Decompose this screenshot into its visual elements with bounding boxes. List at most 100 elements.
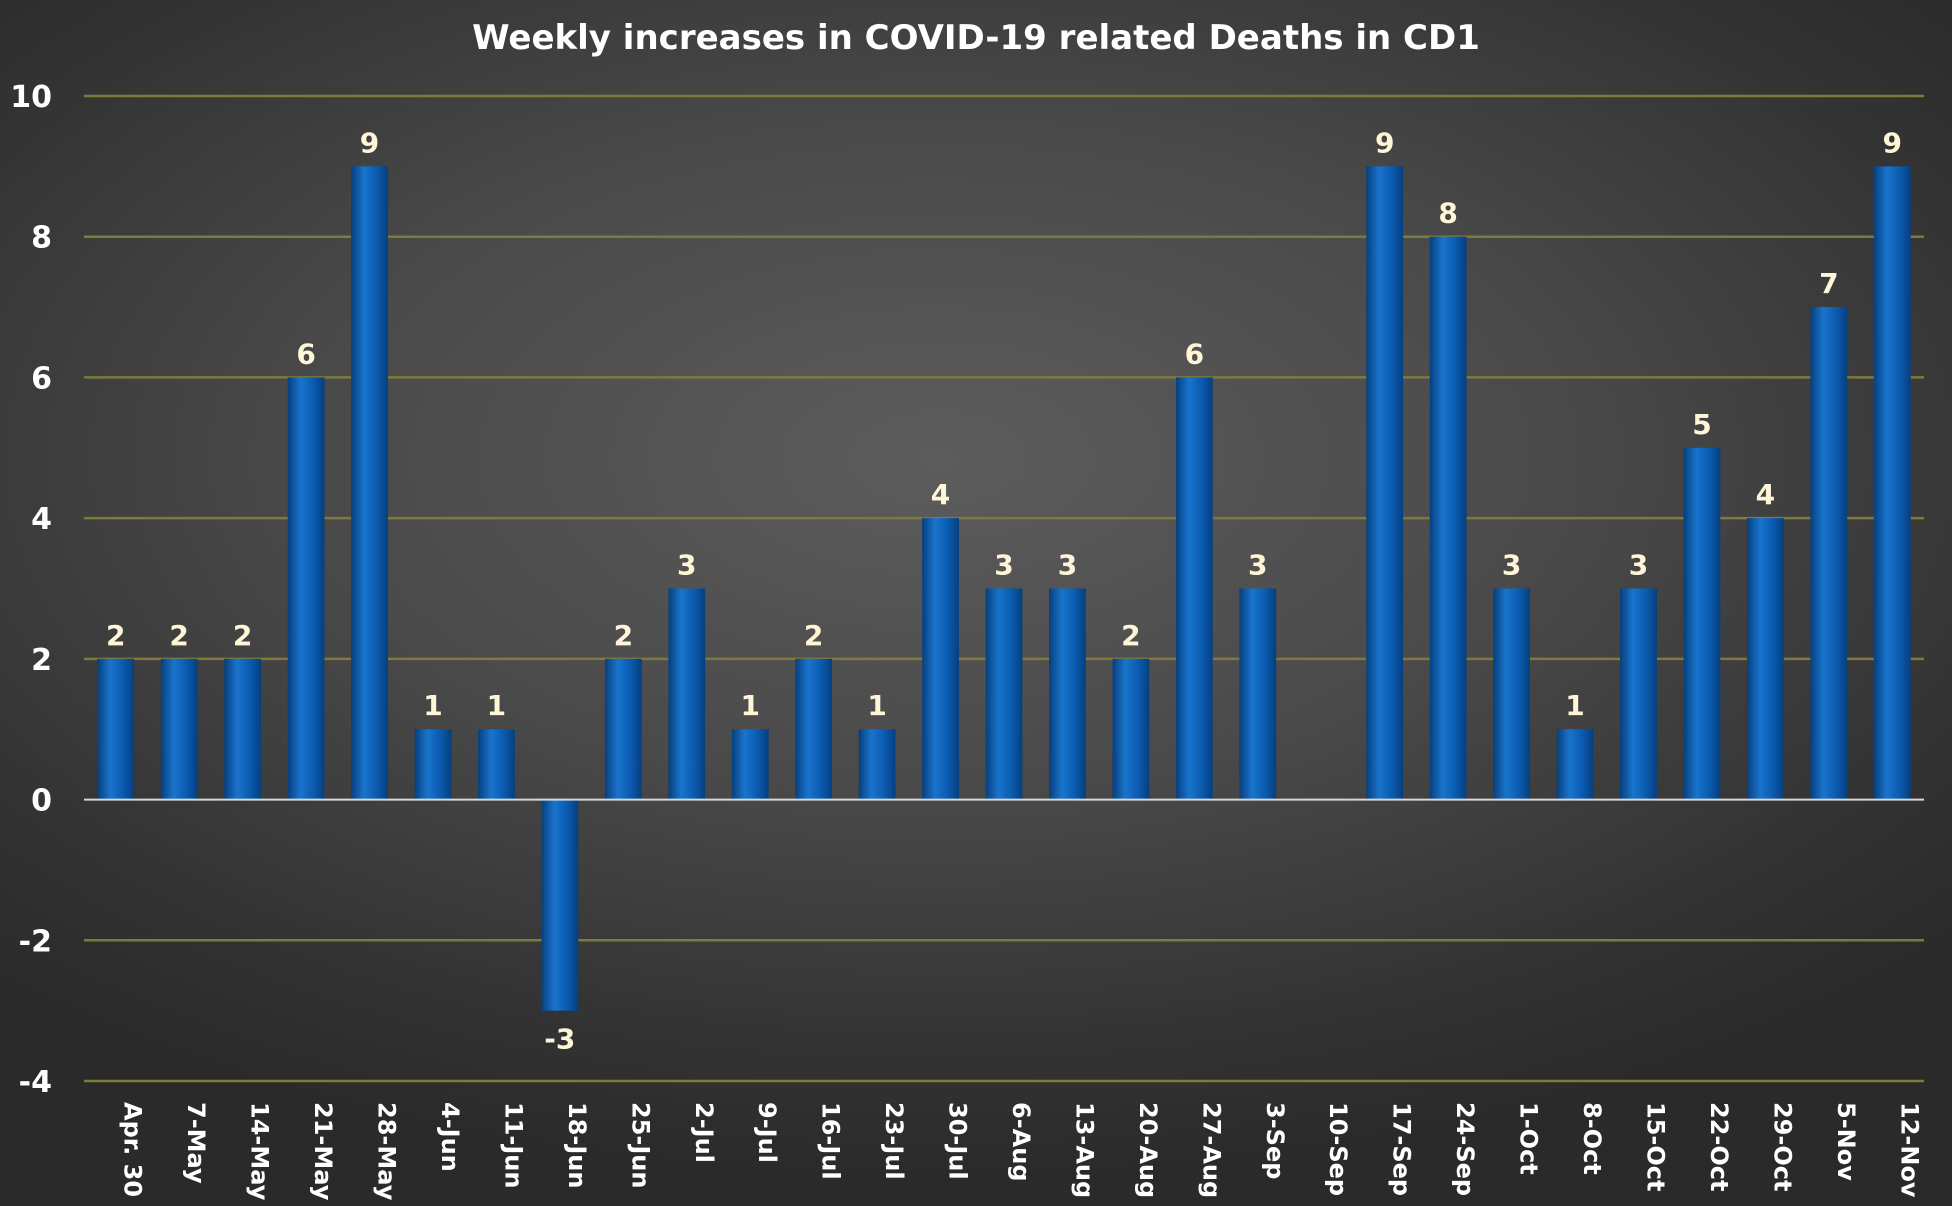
data-label: 9 (1375, 126, 1394, 159)
x-tick-label: 27-Aug (1197, 1102, 1225, 1198)
x-tick-label: 11-Jun (499, 1102, 527, 1188)
x-tick-label: 2-Jul (690, 1102, 718, 1163)
bar (414, 729, 452, 800)
y-tick-label: 6 (31, 361, 52, 396)
gridlines (84, 94, 1924, 1083)
data-label: 3 (1248, 549, 1267, 582)
data-label: 9 (1883, 126, 1902, 159)
bar (1493, 588, 1530, 800)
bar (351, 166, 388, 800)
bar (97, 658, 135, 800)
bar (287, 377, 325, 800)
x-tick-label: 4-Jun (436, 1102, 464, 1172)
x-tick-label: 17-Sep (1388, 1102, 1416, 1196)
data-label: 1 (1565, 689, 1584, 722)
x-tick-label: 13-Aug (1070, 1102, 1098, 1198)
bar (1049, 588, 1086, 800)
x-tick-label: 20-Aug (1134, 1102, 1162, 1198)
data-label: 3 (1629, 549, 1648, 582)
bar (1366, 166, 1404, 800)
bar (668, 588, 706, 800)
data-label: 3 (1502, 549, 1521, 582)
data-label: 1 (487, 689, 506, 722)
x-tick-label: 6-Aug (1007, 1102, 1035, 1182)
data-label: 2 (106, 619, 125, 652)
bar (224, 658, 262, 800)
x-tick-label: 1-Oct (1515, 1102, 1543, 1175)
bar (1112, 658, 1150, 800)
data-label: 2 (169, 619, 188, 652)
x-tick-label: 25-Jun (626, 1102, 654, 1188)
y-tick-label: 2 (31, 643, 52, 678)
data-label: 1 (867, 689, 886, 722)
data-label: 3 (677, 549, 696, 582)
data-label: 2 (804, 619, 823, 652)
x-tick-label: 23-Jul (880, 1102, 908, 1180)
y-tick-label: 0 (31, 784, 52, 819)
bar (1810, 307, 1848, 800)
data-label: 4 (931, 478, 950, 511)
data-label: 6 (296, 337, 315, 370)
data-label: 3 (1058, 549, 1077, 582)
bar (1873, 166, 1911, 800)
bar (478, 729, 515, 800)
bar (1620, 588, 1657, 800)
x-tick-label: 18-Jun (563, 1102, 591, 1188)
y-tick-label: 10 (10, 80, 52, 115)
bar (1683, 447, 1721, 800)
bar (1556, 729, 1594, 800)
data-label: 7 (1819, 267, 1838, 300)
x-tick-label: 10-Sep (1324, 1102, 1352, 1196)
y-tick-label: 4 (31, 502, 52, 537)
data-label: 4 (1756, 478, 1775, 511)
bar (604, 658, 642, 800)
x-tick-label: 14-May (246, 1102, 274, 1201)
bar (160, 658, 198, 800)
y-tick-label: -4 (19, 1065, 52, 1100)
x-tick-label: 22-Oct (1705, 1102, 1733, 1191)
data-label: 6 (1185, 337, 1204, 370)
x-tick-label: 29-Oct (1768, 1102, 1796, 1191)
data-label: 9 (360, 126, 379, 159)
x-tick-label: 16-Jul (817, 1102, 845, 1180)
chart-title: Weekly increases in COVID-19 related Dea… (472, 18, 1480, 58)
x-tick-label: 28-May (373, 1102, 401, 1201)
data-label: 1 (423, 689, 442, 722)
data-label: 5 (1692, 408, 1711, 441)
data-label: 1 (740, 689, 759, 722)
data-labels: 2 2 2 6 9 1 1 -3 2 3 1 2 1 4 3 3 2 6 3 9 8 3 1 3 5 4 7 9 (106, 126, 1902, 1055)
x-tick-label: Apr. 30 (119, 1102, 147, 1197)
x-axis-ticks: Apr. 30 7-May 14-May 21-May 28-May 4-Jun 11-Ju… (119, 1102, 1924, 1201)
x-tick-label: 21-May (309, 1102, 337, 1201)
bar (795, 658, 833, 800)
bar (1429, 236, 1467, 800)
bar (858, 729, 896, 800)
x-tick-label: 15-Oct (1641, 1102, 1669, 1191)
bar (1239, 588, 1277, 800)
data-label: -3 (544, 1023, 575, 1056)
bar (985, 588, 1023, 800)
bars (97, 166, 1911, 1011)
x-tick-label: 8-Oct (1578, 1102, 1606, 1175)
data-label: 2 (233, 619, 252, 652)
data-label: 2 (614, 619, 633, 652)
x-tick-label: 5-Nov (1832, 1102, 1860, 1181)
bar (1175, 377, 1213, 800)
x-tick-label: 24-Sep (1451, 1102, 1479, 1196)
bar (731, 729, 769, 800)
x-tick-label: 30-Jul (944, 1102, 972, 1180)
data-label: 3 (994, 549, 1013, 582)
bar (541, 799, 579, 1011)
x-tick-label: 9-Jul (753, 1102, 781, 1163)
data-label: 8 (1438, 197, 1457, 230)
data-label: 2 (1121, 619, 1140, 652)
bar (922, 518, 959, 800)
x-tick-label: 12-Nov (1895, 1102, 1923, 1198)
y-axis-ticks: 10 8 6 4 2 0 -2 -4 (10, 80, 52, 1100)
x-tick-label: 3-Sep (1261, 1102, 1289, 1179)
y-tick-label: -2 (19, 924, 52, 959)
y-tick-label: 8 (31, 221, 52, 256)
x-tick-label: 7-May (182, 1102, 210, 1184)
